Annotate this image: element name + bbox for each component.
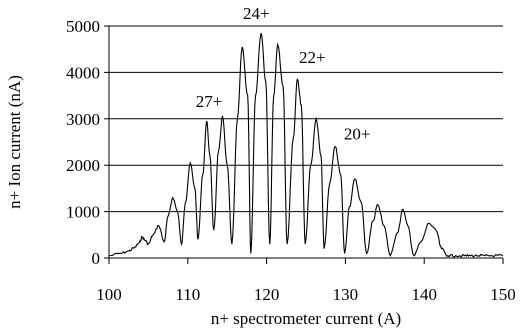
y-tick-label-4000: 4000 [66,63,100,82]
y-tick-label-5000: 5000 [66,17,100,36]
x-axis-ticks: 100 110 120 130 140 150 [96,258,516,304]
annotation-20plus: 20+ [344,125,371,144]
x-tick-label-120: 120 [254,285,280,304]
axes [108,26,503,259]
annotation-24plus: 24+ [243,4,270,23]
y-tick-label-3000: 3000 [66,110,100,129]
x-tick-label-100: 100 [96,285,122,304]
x-tick-label-130: 130 [333,285,359,304]
gridlines [109,25,503,213]
y-axis-ticks: 0 1000 2000 3000 4000 5000 [66,17,109,268]
x-axis-label: n+ spectrometer current (A) [211,309,401,328]
y-tick-label-1000: 1000 [66,203,100,222]
peak-annotations: 27+ 24+ 22+ 20+ [196,4,371,144]
x-tick-label-110: 110 [175,285,200,304]
annotation-22plus: 22+ [299,48,326,67]
x-tick-label-150: 150 [490,285,516,304]
y-tick-label-2000: 2000 [66,156,100,175]
annotation-27plus: 27+ [196,92,223,111]
y-axis-label: n+ Ion current (nA) [5,75,24,209]
x-tick-label-140: 140 [411,285,437,304]
series-line [108,32,504,258]
y-tick-label-0: 0 [92,249,101,268]
